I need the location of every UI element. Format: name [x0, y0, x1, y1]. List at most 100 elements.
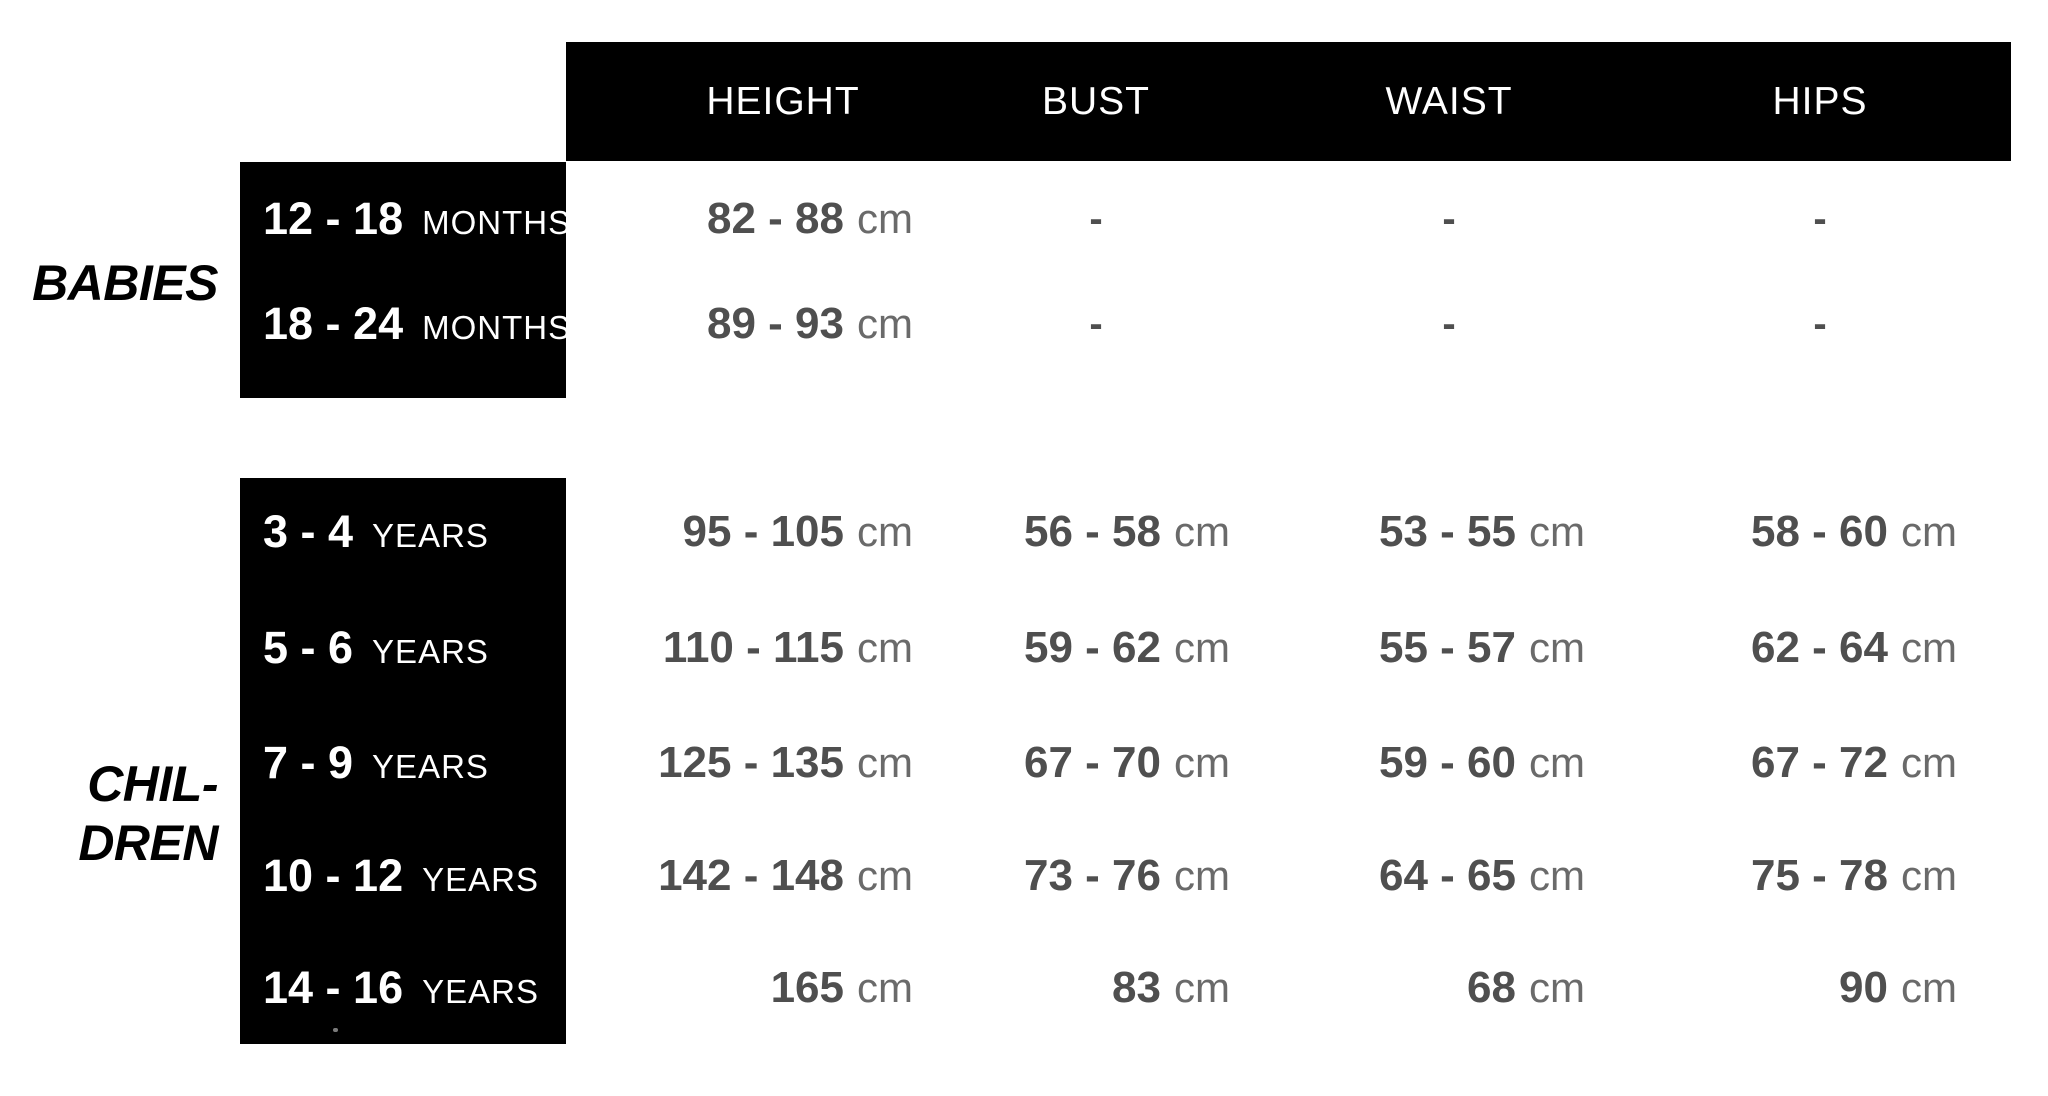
section-label-line: DREN: [78, 815, 218, 871]
section-label-line: BABIES: [32, 255, 218, 311]
cell-waist-empty: -: [1442, 292, 1455, 356]
dash: -: [1089, 302, 1103, 346]
age-unit: YEARS: [422, 861, 539, 898]
value-unit: cm: [1901, 508, 1957, 555]
cell-waist: 55 - 57 cm: [1379, 616, 1585, 680]
value-unit: cm: [1174, 624, 1230, 671]
value-number: 110 - 115: [662, 623, 844, 672]
value-unit: cm: [857, 852, 913, 899]
column-header-bust: BUST: [1041, 80, 1151, 123]
value-unit: cm: [1901, 739, 1957, 786]
value-number: 67 - 72: [1751, 738, 1888, 787]
age-unit: YEARS: [372, 517, 489, 554]
column-header-waist: WAIST: [1385, 80, 1513, 123]
value-unit: cm: [857, 624, 913, 671]
cell-bust: 59 - 62 cm: [1024, 616, 1230, 680]
value-unit: cm: [1529, 624, 1585, 671]
cell-bust-empty: -: [1089, 292, 1102, 356]
value-unit: cm: [1174, 508, 1230, 555]
value-unit: cm: [1529, 964, 1585, 1011]
value-number: 89 - 93: [707, 299, 844, 348]
value-unit: cm: [1529, 739, 1585, 786]
age-range: 3 - 4: [263, 506, 354, 557]
cell-hips-empty: -: [1813, 187, 1826, 251]
cell-height: 142 - 148 cm: [658, 844, 913, 908]
value-unit: cm: [1901, 852, 1957, 899]
dash: -: [1813, 302, 1827, 346]
cell-height: 89 - 93 cm: [707, 292, 913, 356]
age-label-10-12-years: 10 - 12 YEARS: [263, 844, 539, 908]
age-range: 14 - 16: [263, 962, 404, 1013]
cell-waist-empty: -: [1442, 187, 1455, 251]
value-number: 53 - 55: [1379, 507, 1516, 556]
value-number: 165: [770, 963, 844, 1012]
table-header-bar: HEIGHT BUST WAIST HIPS: [566, 42, 2011, 161]
value-number: 55 - 57: [1379, 623, 1516, 672]
cell-height: 110 - 115 cm: [663, 616, 913, 680]
column-header-hips: HIPS: [1772, 80, 1868, 123]
children-age-box: [240, 478, 566, 1044]
value-unit: cm: [857, 300, 913, 347]
age-label-12-18-months: 12 - 18 MONTHS: [263, 187, 571, 251]
cell-hips: 67 - 72 cm: [1751, 731, 1957, 795]
age-unit: YEARS: [372, 633, 489, 670]
cell-bust: 67 - 70 cm: [1024, 731, 1230, 795]
age-unit: MONTHS: [422, 204, 572, 241]
value-unit: cm: [1174, 739, 1230, 786]
cell-waist: 64 - 65 cm: [1379, 844, 1585, 908]
dash: -: [1442, 302, 1456, 346]
babies-age-box: [240, 162, 566, 398]
value-number: 142 - 148: [658, 851, 844, 900]
cell-bust: 83 cm: [1112, 956, 1230, 1020]
dash: -: [1089, 197, 1103, 241]
section-label-line: CHIL-: [87, 756, 218, 812]
value-unit: cm: [857, 739, 913, 786]
value-number: 58 - 60: [1751, 507, 1888, 556]
age-label-3-4-years: 3 - 4 YEARS: [263, 500, 489, 564]
cell-height: 125 - 135 cm: [658, 731, 913, 795]
value-unit: cm: [1174, 852, 1230, 899]
cell-bust: 73 - 76 cm: [1024, 844, 1230, 908]
value-number: 62 - 64: [1751, 623, 1888, 672]
age-unit: MONTHS: [422, 309, 572, 346]
cell-hips: 58 - 60 cm: [1751, 500, 1957, 564]
value-number: 59 - 62: [1024, 623, 1161, 672]
value-number: 67 - 70: [1024, 738, 1161, 787]
age-unit: YEARS: [372, 748, 489, 785]
cell-waist: 53 - 55 cm: [1379, 500, 1585, 564]
cell-waist: 68 cm: [1467, 956, 1585, 1020]
value-number: 83: [1112, 963, 1161, 1012]
cell-bust-empty: -: [1089, 187, 1102, 251]
age-label-14-16-years: 14 - 16 YEARS: [263, 956, 539, 1020]
value-number: 82 - 88: [707, 194, 844, 243]
value-unit: cm: [857, 964, 913, 1011]
section-label-children: CHIL- DREN: [78, 755, 218, 873]
section-label-babies: BABIES: [32, 253, 218, 313]
cell-hips: 90 cm: [1839, 956, 1957, 1020]
value-number: 59 - 60: [1379, 738, 1516, 787]
age-label-5-6-years: 5 - 6 YEARS: [263, 616, 489, 680]
value-number: 68: [1467, 963, 1516, 1012]
value-number: 75 - 78: [1751, 851, 1888, 900]
column-header-height: HEIGHT: [706, 80, 860, 123]
value-number: 125 - 135: [658, 738, 844, 787]
value-number: 95 - 105: [682, 507, 844, 556]
cell-waist: 59 - 60 cm: [1379, 731, 1585, 795]
age-range: 7 - 9: [263, 737, 354, 788]
value-unit: cm: [1529, 852, 1585, 899]
value-unit: cm: [857, 195, 913, 242]
value-unit: cm: [1901, 624, 1957, 671]
value-unit: cm: [857, 508, 913, 555]
cell-height: 82 - 88 cm: [707, 187, 913, 251]
value-number: 73 - 76: [1024, 851, 1161, 900]
age-range: 12 - 18: [263, 193, 404, 244]
value-unit: cm: [1174, 964, 1230, 1011]
cell-hips: 75 - 78 cm: [1751, 844, 1957, 908]
age-label-7-9-years: 7 - 9 YEARS: [263, 731, 489, 795]
value-unit: cm: [1529, 508, 1585, 555]
age-range: 5 - 6: [263, 622, 354, 673]
age-label-18-24-months: 18 - 24 MONTHS: [263, 292, 571, 356]
cell-bust: 56 - 58 cm: [1024, 500, 1230, 564]
value-unit: cm: [1901, 964, 1957, 1011]
